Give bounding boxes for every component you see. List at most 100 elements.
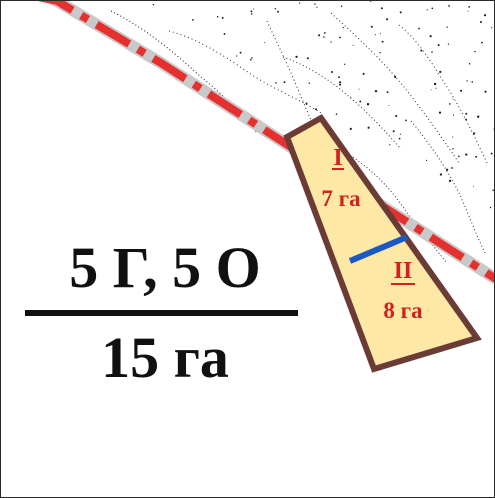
forest-dot <box>305 102 308 105</box>
forest-dot <box>315 108 317 111</box>
forest-boundary-line-8 <box>410 120 486 254</box>
forest-dot <box>491 27 493 29</box>
forest-dot <box>250 58 252 61</box>
forest-dot <box>339 81 342 84</box>
forest-dot <box>425 159 428 162</box>
plot-part-1-id: I <box>333 145 342 171</box>
forest-dot <box>395 114 398 118</box>
forest-dot <box>359 100 362 103</box>
forest-dot <box>275 82 277 84</box>
forest-dot <box>489 206 492 209</box>
forest-dot <box>484 90 487 93</box>
forest-dot <box>344 63 346 65</box>
plot-part-2-id: II <box>394 258 413 284</box>
forest-dot <box>468 6 471 8</box>
forest-dot <box>342 26 345 29</box>
forest-dot <box>283 81 286 84</box>
forest-boundary-line-6 <box>398 24 488 164</box>
forest-dot <box>447 43 450 45</box>
forest-dot <box>349 127 352 130</box>
forest-boundary-line-4 <box>266 20 330 160</box>
forest-dot <box>399 133 401 135</box>
forest-dot <box>398 137 401 140</box>
forest-dot <box>330 41 332 43</box>
forest-dot <box>381 40 384 43</box>
forest-dot <box>331 71 333 73</box>
forest-dot <box>152 4 155 6</box>
forest-dot <box>339 36 341 39</box>
forest-boundary-line-1 <box>110 10 258 134</box>
forest-dot <box>295 55 298 59</box>
forest-dot <box>483 14 487 17</box>
forest-dot <box>253 8 255 10</box>
forest-dot <box>438 111 442 114</box>
forest-dot <box>448 179 452 183</box>
forest-dot <box>221 16 224 19</box>
forest-dot <box>379 52 381 54</box>
forest-dot <box>399 11 402 14</box>
forest-dot <box>460 89 463 92</box>
forest-dot <box>468 62 471 65</box>
forest-dot <box>308 82 311 84</box>
forest-dot <box>430 89 432 91</box>
forest-dot <box>366 103 370 106</box>
forest-dot <box>323 36 325 38</box>
plot-polygon <box>283 114 482 373</box>
forest-dot <box>358 88 360 90</box>
forest-dot <box>465 118 467 121</box>
forest-dot <box>236 55 238 57</box>
forest-dot <box>250 13 253 15</box>
forest-dot <box>466 80 468 82</box>
forest-dot <box>445 168 449 171</box>
forest-dot <box>318 34 321 37</box>
plot-part-2-area: 8 га <box>383 298 423 323</box>
forest-dot <box>439 173 443 176</box>
forest-dot <box>452 148 454 150</box>
forest-dot <box>374 34 376 36</box>
forest-dot <box>481 41 483 44</box>
forest-dot <box>389 144 391 146</box>
forest-dot <box>386 91 389 94</box>
forest-dot <box>223 32 226 35</box>
forest-dot <box>306 57 309 60</box>
forest-dot <box>426 9 428 11</box>
forest-dot <box>352 44 354 46</box>
forest-dot <box>340 5 343 7</box>
forest-dot <box>367 126 370 129</box>
forest-dot <box>452 136 454 138</box>
forest-dot <box>475 155 478 158</box>
forest-dot <box>251 57 253 59</box>
forest-dot <box>471 81 474 83</box>
forest-dot <box>474 50 476 53</box>
forest-dot <box>451 167 454 169</box>
forest-dot <box>446 26 448 28</box>
forest-dot <box>448 5 450 7</box>
forest-dot <box>477 115 480 118</box>
forest-dot <box>465 153 468 156</box>
forest-dot <box>277 10 279 13</box>
forest-dot <box>405 119 407 122</box>
composition-label: 5 Г, 5 О <box>69 235 260 300</box>
forest-dot <box>335 113 338 115</box>
forest-dot <box>380 7 383 10</box>
forest-dot <box>448 103 451 105</box>
forest-dot <box>350 96 352 98</box>
forest-dot <box>458 155 460 158</box>
forest-dot <box>239 51 242 54</box>
forest-dot <box>192 19 194 21</box>
forest-dot <box>339 83 342 86</box>
forest-dot <box>298 2 301 4</box>
forest-boundary-line-5 <box>330 12 460 164</box>
forest-dot <box>420 49 423 52</box>
forest-dot <box>388 105 390 107</box>
forest-dot <box>250 10 253 13</box>
forest-dot <box>492 189 494 191</box>
forest-dot <box>369 1 372 2</box>
forest-dot <box>437 44 440 47</box>
forest-dot <box>480 21 482 23</box>
forest-dot <box>379 33 382 35</box>
forest-dot <box>274 8 277 10</box>
forest-dot <box>392 130 395 133</box>
